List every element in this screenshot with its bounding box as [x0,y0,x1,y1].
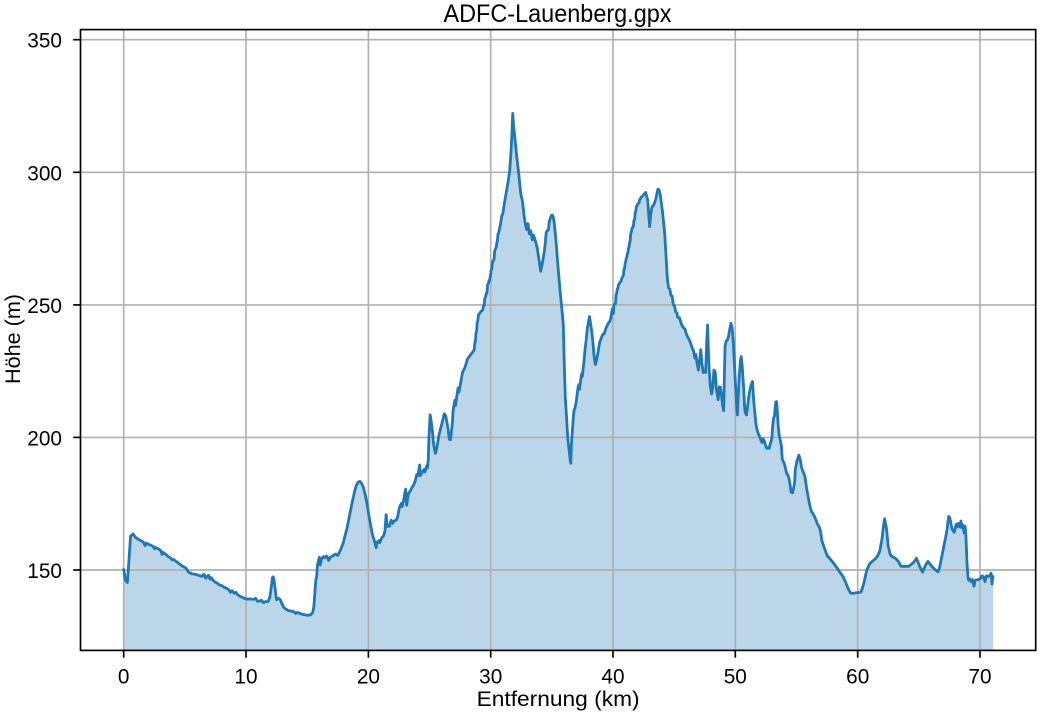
svg-text:0: 0 [118,665,130,688]
svg-text:50: 50 [724,665,747,688]
svg-text:350: 350 [27,30,62,53]
svg-text:200: 200 [27,427,62,450]
svg-text:30: 30 [479,665,502,688]
svg-text:150: 150 [27,560,62,583]
svg-text:20: 20 [357,665,380,688]
svg-text:250: 250 [27,295,62,318]
svg-text:300: 300 [27,162,62,185]
svg-text:10: 10 [234,665,257,688]
svg-text:70: 70 [968,665,991,688]
svg-text:Höhe (m): Höhe (m) [2,294,25,384]
svg-text:Entfernung (km): Entfernung (km) [477,688,640,711]
svg-text:60: 60 [846,665,869,688]
svg-text:40: 40 [601,665,624,688]
svg-text:ADFC-Lauenberg.gpx: ADFC-Lauenberg.gpx [444,0,672,28]
